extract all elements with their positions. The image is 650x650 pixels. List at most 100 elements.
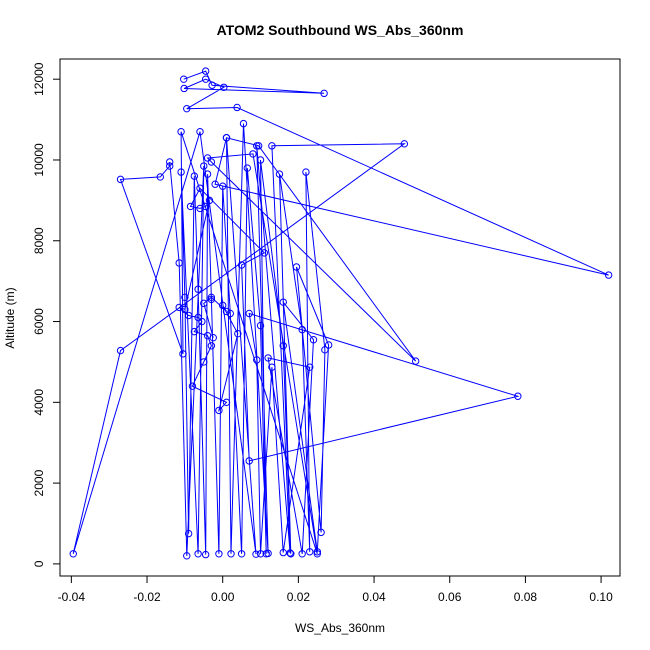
data-point xyxy=(279,342,287,350)
x-tick-label: 0.06 xyxy=(438,590,462,604)
data-point xyxy=(309,336,318,344)
data-point xyxy=(186,202,195,211)
data-point xyxy=(184,529,193,538)
data-point xyxy=(264,354,272,362)
data-point xyxy=(279,298,287,306)
data-point xyxy=(196,184,204,192)
data-point xyxy=(190,327,199,336)
data-point xyxy=(234,329,242,338)
data-point xyxy=(249,150,257,158)
x-axis: -0.04 -0.02 0.00 0.02 0.04 0.06 0.08 0.10 xyxy=(58,575,613,604)
x-tick-label: 0.00 xyxy=(211,590,235,604)
data-point xyxy=(324,341,333,349)
y-tick-label: 2000 xyxy=(32,469,46,496)
data-point xyxy=(194,285,202,293)
data-point xyxy=(205,196,214,205)
data-point xyxy=(215,406,223,415)
data-point xyxy=(166,162,174,170)
data-point xyxy=(287,550,295,558)
y-axis: 0 2000 4000 6000 8000 10000 12000 xyxy=(32,62,61,567)
y-tick-label: 6000 xyxy=(32,308,46,335)
y-tick-label: 0 xyxy=(32,560,46,567)
data-point xyxy=(226,309,234,318)
data-point xyxy=(268,363,276,371)
data-point xyxy=(292,263,301,271)
data-point xyxy=(222,134,231,142)
data-point xyxy=(203,170,212,178)
data-point xyxy=(177,128,185,136)
data-point xyxy=(298,550,306,558)
plot-lines xyxy=(72,70,609,556)
data-point xyxy=(604,271,613,279)
data-point xyxy=(245,309,253,318)
data-point xyxy=(194,313,202,322)
data-point xyxy=(177,168,185,176)
data-point xyxy=(253,142,261,150)
data-point xyxy=(184,311,193,320)
data-point xyxy=(219,182,227,190)
x-tick-label: -0.04 xyxy=(58,590,86,604)
data-point xyxy=(196,128,204,136)
data-point xyxy=(256,550,265,558)
data-point xyxy=(222,307,231,316)
x-tick-label: 0.02 xyxy=(287,590,311,604)
data-point xyxy=(245,457,253,465)
data-point xyxy=(208,81,216,89)
data-point xyxy=(239,119,248,128)
series-line xyxy=(72,70,609,556)
chart-title: ATOM2 Southbound WS_Abs_360nm xyxy=(217,22,464,38)
data-point xyxy=(209,333,217,342)
data-point xyxy=(411,357,420,365)
data-point xyxy=(237,550,246,558)
data-point xyxy=(179,350,187,358)
data-point xyxy=(514,392,522,400)
data-point xyxy=(166,158,174,166)
data-point xyxy=(183,552,191,560)
data-point xyxy=(243,164,251,172)
data-point xyxy=(256,156,265,164)
data-point xyxy=(201,550,210,559)
data-point xyxy=(201,75,210,83)
data-point xyxy=(180,75,188,83)
data-point xyxy=(207,293,216,302)
data-point xyxy=(252,550,260,558)
data-point xyxy=(222,398,231,407)
data-point xyxy=(116,346,125,355)
data-point xyxy=(200,162,208,170)
data-point xyxy=(313,548,321,556)
data-point xyxy=(215,550,223,558)
data-point xyxy=(175,259,183,267)
data-point xyxy=(275,170,284,178)
data-point xyxy=(306,548,314,556)
data-point xyxy=(116,175,125,184)
data-point xyxy=(188,382,197,390)
data-point xyxy=(317,528,325,537)
data-point xyxy=(321,346,329,354)
data-point xyxy=(201,67,210,75)
plot-points xyxy=(69,67,613,560)
data-point xyxy=(233,103,241,112)
data-point xyxy=(260,249,269,257)
data-point xyxy=(279,548,287,557)
x-tick-label: 0.10 xyxy=(589,590,613,604)
y-tick-label: 4000 xyxy=(32,389,46,416)
data-point xyxy=(219,301,227,310)
x-tick-label: 0.08 xyxy=(514,590,538,604)
data-point xyxy=(201,202,210,211)
data-point xyxy=(253,356,261,364)
data-point xyxy=(207,295,216,304)
data-point xyxy=(268,142,276,150)
x-tick-label: 0.04 xyxy=(362,590,386,604)
data-point xyxy=(207,342,216,350)
data-point xyxy=(194,550,202,558)
data-point xyxy=(400,140,409,148)
data-point xyxy=(200,299,208,308)
data-point xyxy=(220,83,228,91)
data-point xyxy=(237,261,246,269)
data-point xyxy=(313,550,321,558)
data-point xyxy=(175,303,183,312)
data-point xyxy=(180,84,188,93)
data-point xyxy=(200,358,208,366)
